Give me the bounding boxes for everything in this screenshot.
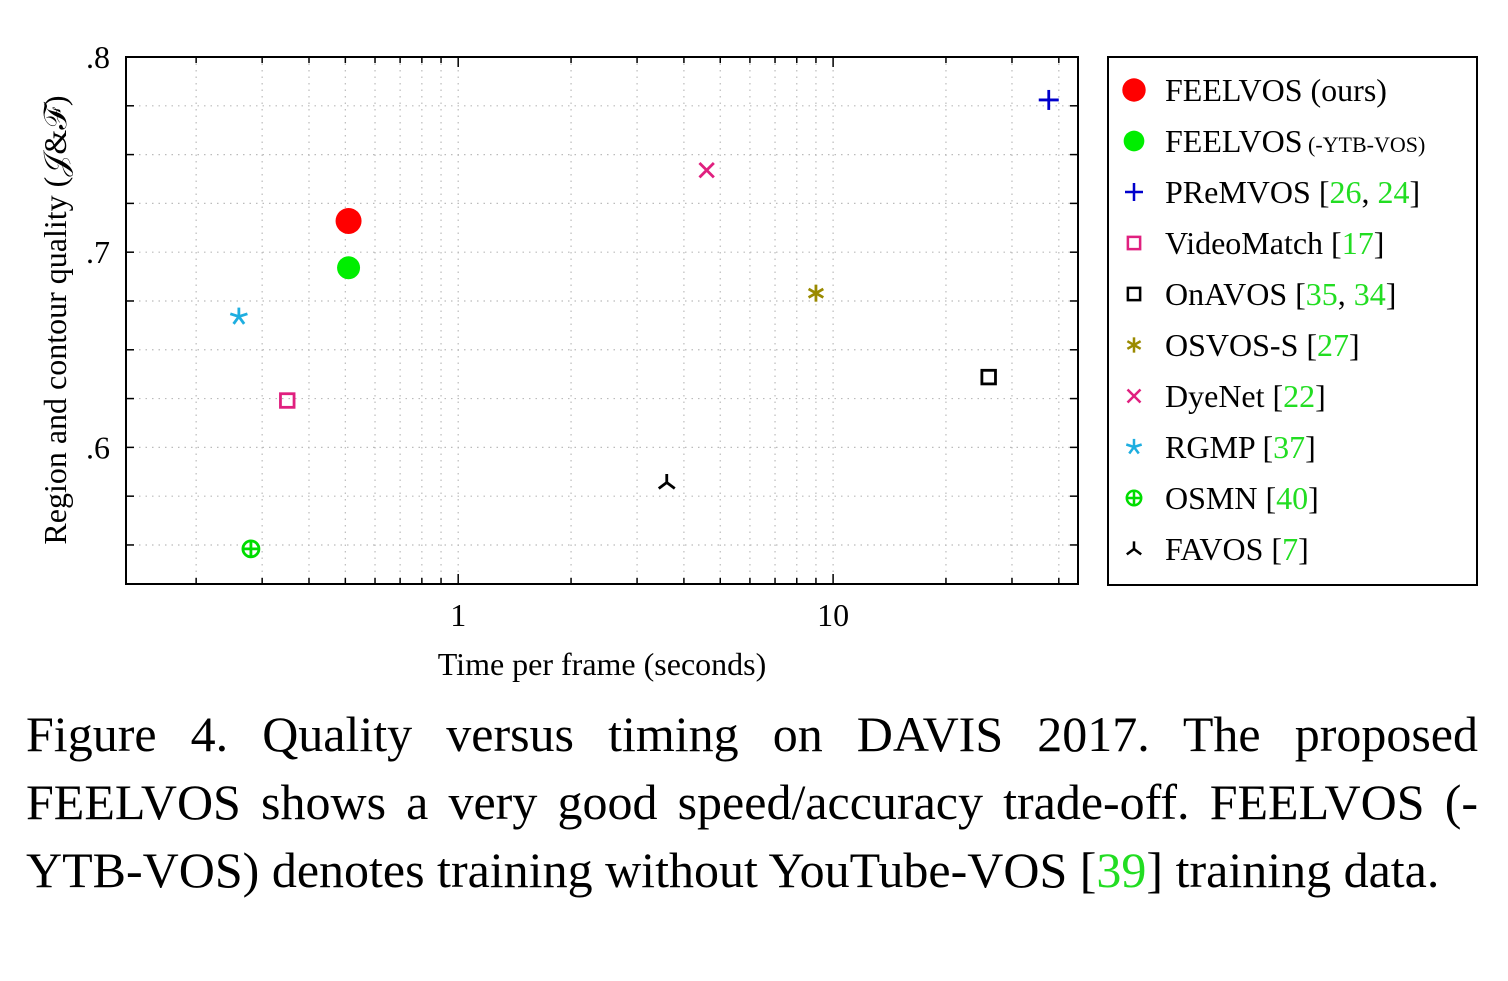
x-tick-label: 1: [450, 597, 466, 633]
legend-marker-icon: [1122, 78, 1146, 102]
data-points: [229, 89, 1059, 559]
legend-label: FEELVOS (-YTB-VOS): [1165, 123, 1425, 159]
legend-marker-icon: [1125, 438, 1143, 455]
legend-item: DyeNet [22]: [1126, 378, 1326, 414]
legend-item: FEELVOS (-YTB-VOS): [1123, 123, 1425, 159]
data-point-osvos-s-5: [807, 284, 825, 302]
data-point-feelvos-ours--0: [335, 207, 362, 234]
legend-marker-icon: [1126, 337, 1142, 353]
legend: FEELVOS (ours) FEELVOS (-YTB-VOS) PReMVOS …: [1122, 72, 1425, 567]
y-tick-label: .7: [86, 234, 110, 270]
caption-text-2: training data.: [1163, 842, 1440, 898]
legend-label: OSVOS-S [27]: [1165, 327, 1360, 363]
legend-item: RGMP [37]: [1125, 429, 1316, 465]
legend-label: RGMP [37]: [1165, 429, 1316, 465]
data-point-videomatch-3: [279, 392, 296, 409]
caption-label: Figure 4.: [26, 706, 229, 762]
data-point-onavos-4: [980, 368, 997, 386]
legend-marker-icon: [1123, 130, 1145, 152]
axis-ticks: 1 10 .6 .7 .8: [86, 39, 1078, 633]
legend-marker-icon: [1126, 388, 1142, 404]
y-tick-label: .6: [86, 429, 110, 465]
legend-item: OSMN [40]: [1125, 480, 1319, 516]
legend-label: PReMVOS [26, 24]: [1165, 174, 1420, 210]
legend-marker-icon: [1126, 235, 1142, 251]
legend-label: OSMN [40]: [1165, 480, 1319, 516]
data-point-feelvos-1: [337, 256, 361, 280]
legend-marker-icon: [1126, 286, 1142, 302]
legend-marker-icon: [1126, 541, 1142, 556]
scatter-chart: 1 10 .6 .7 .8 Time per frame (seconds) Regio…: [37, 39, 1478, 682]
legend-item: OSVOS-S [27]: [1126, 327, 1360, 363]
legend-item: PReMVOS [26, 24]: [1125, 174, 1420, 210]
legend-item: OnAVOS [35, 34]: [1126, 276, 1396, 312]
legend-box: [1107, 56, 1478, 586]
data-point-premvos-2: [1038, 89, 1059, 110]
legend-item: FAVOS [7]: [1126, 531, 1309, 567]
legend-label: VideoMatch [17]: [1165, 225, 1384, 261]
y-tick-label: .8: [86, 39, 110, 75]
x-tick-label: 10: [817, 597, 849, 633]
x-axis-label: Time per frame (seconds): [438, 646, 767, 682]
grid-lines: [126, 57, 1078, 584]
caption-ref-link[interactable]: 39: [1096, 842, 1147, 898]
caption-text-1: Quality versus timing on DAVIS 2017. The…: [26, 706, 1478, 898]
legend-label: OnAVOS [35, 34]: [1165, 276, 1396, 312]
data-point-rgmp-7: [229, 307, 248, 325]
legend-marker-icon: [1125, 489, 1143, 507]
data-point-dyenet-6: [698, 162, 715, 179]
legend-label: FAVOS [7]: [1165, 531, 1309, 567]
y-axis-label: Region and contour quality (𝒥&ℱ): [37, 95, 73, 544]
data-point-osmn-8: [241, 539, 261, 559]
legend-marker-icon: [1125, 183, 1143, 201]
data-point-favos-9: [657, 474, 676, 490]
legend-item: VideoMatch [17]: [1126, 225, 1384, 261]
caption-ref-open: [: [1079, 842, 1097, 898]
plot-frame: [125, 56, 1079, 585]
legend-label: DyeNet [22]: [1165, 378, 1326, 414]
caption-ref-close: ]: [1146, 842, 1164, 898]
figure-caption: Figure 4. Quality versus timing on DAVIS…: [26, 700, 1478, 904]
legend-label: FEELVOS (ours): [1165, 72, 1387, 108]
legend-item: FEELVOS (ours): [1122, 72, 1387, 108]
